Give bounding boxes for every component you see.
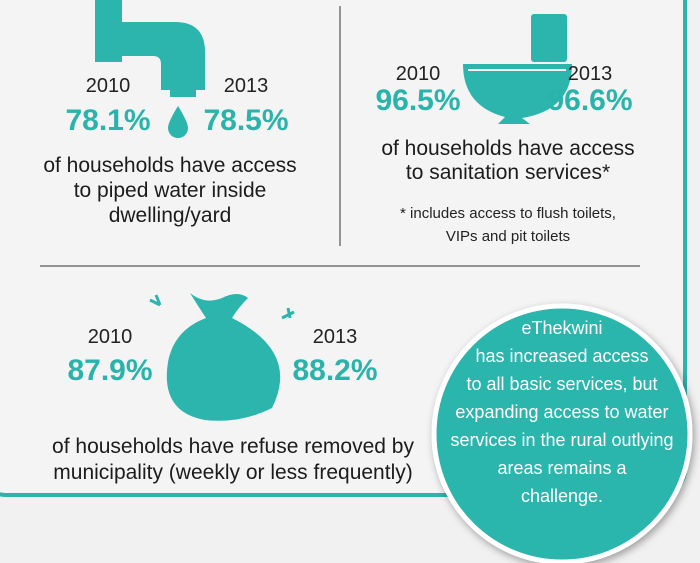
toilet-bowl bbox=[463, 64, 572, 124]
toilet-tank bbox=[531, 14, 567, 62]
caption: of households have access bbox=[43, 154, 296, 177]
note: * includes access to flush toilets, bbox=[400, 205, 616, 222]
caption: dwelling/yard bbox=[109, 204, 232, 227]
year: 2013 bbox=[224, 75, 269, 97]
callout-text: challenge. bbox=[521, 486, 603, 506]
caption: municipality (weekly or less frequently) bbox=[53, 461, 412, 484]
drop-icon bbox=[168, 106, 188, 138]
callout-text: expanding access to water bbox=[455, 402, 668, 422]
callout-text: areas remains a bbox=[497, 458, 627, 478]
value: 88.2% bbox=[292, 354, 377, 387]
callout-circle bbox=[431, 303, 693, 563]
year: 2013 bbox=[568, 63, 613, 85]
fly-left bbox=[149, 294, 162, 307]
note: VIPs and pit toilets bbox=[446, 228, 570, 245]
value: 87.9% bbox=[67, 354, 152, 387]
value: 96.6% bbox=[547, 84, 632, 117]
fly-right bbox=[281, 307, 295, 320]
caption: of households have refuse removed by bbox=[52, 435, 414, 458]
callout-text: services in the rural outlying bbox=[450, 430, 673, 450]
year: 2010 bbox=[88, 326, 133, 348]
callout-text: to all basic services, but bbox=[466, 374, 657, 394]
caption: to piped water inside bbox=[74, 179, 267, 202]
callout-text: has increased access bbox=[475, 346, 648, 366]
caption: of households have access bbox=[381, 137, 634, 160]
bag-icon bbox=[166, 293, 281, 421]
value: 96.5% bbox=[375, 84, 460, 117]
texts: 2010 78.1% 2013 78.5% of households have acc… bbox=[43, 63, 673, 506]
value: 78.1% bbox=[65, 104, 150, 137]
value: 78.5% bbox=[203, 104, 288, 137]
caption: to sanitation services* bbox=[406, 161, 610, 184]
tap-icon bbox=[95, 0, 205, 97]
year: 2010 bbox=[396, 63, 441, 85]
callout-text: eThekwini bbox=[521, 318, 602, 338]
year: 2013 bbox=[313, 326, 358, 348]
year: 2010 bbox=[86, 75, 131, 97]
